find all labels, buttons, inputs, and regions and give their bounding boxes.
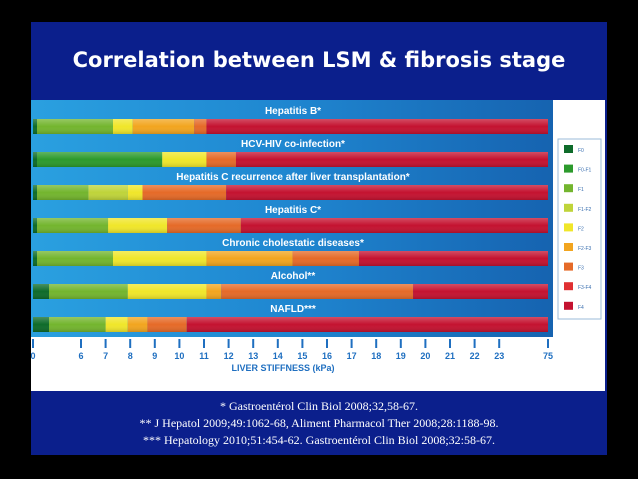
legend-label: F3-F4 bbox=[578, 285, 592, 291]
chart-panel: Hepatitis B* HCV-HIV co-infection* Hepatit… bbox=[31, 100, 605, 391]
x-tick-label: 7 bbox=[103, 351, 108, 361]
legend-label: F1 bbox=[578, 187, 584, 193]
legend-label: F2 bbox=[578, 226, 584, 232]
bar-gloss bbox=[33, 119, 548, 134]
series-label: Hepatitis C recurrence after liver trans… bbox=[176, 172, 410, 183]
x-tick-mark bbox=[449, 339, 451, 348]
legend-label: F4 bbox=[578, 305, 584, 311]
legend-swatch bbox=[564, 145, 573, 153]
legend-swatch bbox=[564, 164, 573, 173]
x-tick-label: 15 bbox=[297, 351, 307, 361]
x-tick-mark bbox=[252, 339, 255, 348]
x-tick-mark bbox=[498, 339, 501, 348]
references: * Gastroentérol Clin Biol 2008;32,58-67.… bbox=[31, 398, 607, 449]
x-tick-label: 21 bbox=[445, 351, 455, 361]
series-label: NAFLD*** bbox=[270, 304, 316, 315]
x-tick-mark bbox=[473, 339, 476, 348]
x-tick-label: 19 bbox=[396, 351, 406, 361]
legend-label: F0-F1 bbox=[578, 168, 592, 174]
x-axis-label: LIVER STIFFNESS (kPa) bbox=[231, 363, 334, 373]
legend-swatch bbox=[564, 282, 573, 291]
x-tick-mark bbox=[129, 339, 132, 348]
x-tick-label: 18 bbox=[371, 351, 381, 361]
x-tick-label: 20 bbox=[420, 351, 430, 361]
x-tick-label: 13 bbox=[248, 351, 258, 361]
reference-3: *** Hepatology 2010;51:454-62. Gastroent… bbox=[143, 433, 495, 447]
legend-swatch bbox=[564, 243, 573, 251]
x-tick-label: 10 bbox=[174, 351, 184, 361]
x-tick-mark bbox=[375, 339, 378, 348]
x-tick-mark bbox=[350, 339, 353, 348]
x-tick-mark bbox=[276, 339, 279, 348]
x-tick-mark bbox=[32, 339, 34, 348]
x-tick-label: 6 bbox=[78, 351, 83, 361]
series-label: Chronic cholestatic diseases* bbox=[222, 238, 364, 249]
x-tick-mark bbox=[178, 339, 181, 348]
legend-swatch bbox=[564, 203, 573, 212]
bar-gloss bbox=[33, 185, 548, 200]
x-tick-label: 9 bbox=[152, 351, 157, 361]
series-label: Alcohol** bbox=[271, 271, 316, 282]
legend-label: F0 bbox=[578, 148, 584, 154]
legend-label: F3 bbox=[578, 266, 584, 272]
x-tick-label: 0 bbox=[31, 351, 36, 361]
x-tick-mark bbox=[227, 339, 230, 348]
x-tick-label: 22 bbox=[470, 351, 480, 361]
legend-swatch bbox=[564, 301, 573, 310]
x-tick-mark bbox=[104, 339, 107, 348]
x-tick-label: 11 bbox=[199, 351, 209, 361]
series-label: HCV-HIV co-infection* bbox=[241, 139, 345, 150]
x-tick-mark bbox=[547, 339, 549, 348]
bar-gloss bbox=[33, 284, 548, 299]
legend-label: F1-F2 bbox=[578, 207, 592, 213]
x-tick-mark bbox=[399, 339, 402, 348]
x-tick-mark bbox=[326, 339, 328, 348]
legend-swatch bbox=[564, 184, 573, 193]
x-tick-mark bbox=[301, 339, 304, 348]
bar-gloss bbox=[33, 152, 548, 167]
slide-title: Correlation between LSM & fibrosis stage bbox=[72, 48, 566, 72]
x-tick-label: 23 bbox=[494, 351, 504, 361]
reference-1: * Gastroentérol Clin Biol 2008;32,58-67. bbox=[220, 399, 418, 413]
x-tick-mark bbox=[80, 339, 82, 348]
x-tick-label: 75 bbox=[543, 351, 553, 361]
legend-label: F2-F3 bbox=[578, 246, 592, 252]
bar-gloss bbox=[33, 317, 548, 332]
x-tick-label: 14 bbox=[273, 351, 283, 361]
x-tick-label: 12 bbox=[224, 351, 234, 361]
legend-swatch bbox=[564, 262, 573, 271]
x-tick-mark bbox=[424, 339, 427, 348]
reference-2: ** J Hepatol 2009;49:1062-68, Aliment Ph… bbox=[139, 416, 499, 430]
series-label: Hepatitis C* bbox=[265, 205, 321, 216]
legend-swatch bbox=[564, 223, 573, 232]
x-tick-mark bbox=[153, 339, 156, 348]
x-tick-label: 8 bbox=[128, 351, 133, 361]
bar-gloss bbox=[33, 251, 548, 266]
series-label: Hepatitis B* bbox=[265, 106, 321, 117]
slide: Correlation between LSM & fibrosis stage… bbox=[31, 22, 607, 455]
bar-gloss bbox=[33, 218, 548, 233]
x-tick-mark bbox=[203, 339, 205, 348]
x-tick-label: 16 bbox=[322, 351, 332, 361]
x-tick-label: 17 bbox=[347, 351, 357, 361]
stiffness-chart: Hepatitis B* HCV-HIV co-infection* Hepatit… bbox=[31, 100, 605, 391]
